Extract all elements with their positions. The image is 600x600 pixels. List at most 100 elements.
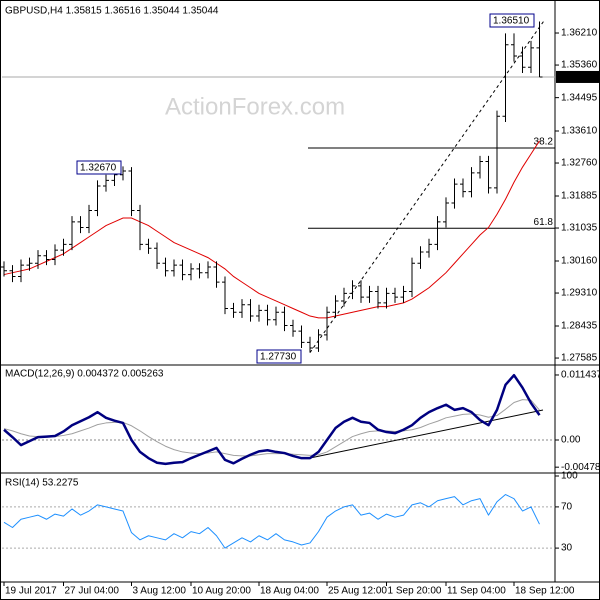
annotation-label: 1.27730 — [260, 352, 297, 363]
ohlc-bar — [290, 319, 296, 337]
ohlc-bar — [434, 216, 441, 251]
watermark: ActionForex.com — [165, 93, 345, 120]
y-tick-label: 1.30160 — [561, 256, 598, 267]
ohlc-bar — [103, 174, 109, 192]
ohlc-bar — [145, 238, 152, 254]
ohlc-bar — [502, 33, 509, 122]
ohlc-bar — [273, 306, 279, 326]
x-tick-label: 3 Aug 12:00 — [133, 586, 187, 597]
ohlc-bar — [426, 238, 432, 258]
ohlc-bar — [460, 178, 466, 198]
y-tick-label: 1.28435 — [561, 321, 598, 332]
ohlc-bar — [188, 263, 194, 281]
panel-title: MACD(12,26,9) 0.004372 0.005263 — [5, 369, 164, 380]
x-tick-label: 18 Aug 04:00 — [260, 586, 319, 597]
panel-title: RSI(14) 53.2275 — [5, 478, 79, 489]
ohlc-bar — [222, 276, 228, 315]
y-tick-label: -0.004782 — [561, 462, 600, 473]
series-line — [3, 494, 540, 549]
ohlc-bar — [86, 204, 92, 234]
y-tick-label: 1.32760 — [561, 158, 598, 169]
ohlc-bar — [409, 257, 415, 298]
y-tick-label: 1.36210 — [561, 28, 598, 39]
ohlc-bar — [477, 155, 483, 179]
current-price-box — [556, 70, 600, 83]
y-tick-label: 70 — [561, 502, 573, 513]
ohlc-bar — [52, 244, 58, 266]
ohlc-bar — [120, 166, 126, 181]
ohlc-bar — [264, 304, 271, 326]
x-tick-label: 18 Sep 12:00 — [515, 586, 575, 597]
ohlc-bar — [511, 33, 517, 62]
y-tick-label: 100 — [561, 471, 578, 482]
x-tick-label: 27 Jul 04:00 — [65, 586, 120, 597]
ohlc-bar — [485, 155, 492, 194]
ohlc-bar — [247, 299, 254, 322]
ohlc-bar — [536, 21, 543, 78]
current-price-label: 1.35044 — [559, 72, 596, 83]
macd-trendline — [309, 409, 544, 459]
y-tick-label: 1.33610 — [561, 126, 598, 137]
series-line — [3, 399, 540, 457]
ohlc-bar — [43, 250, 50, 266]
annotation-box — [489, 13, 535, 28]
annotation-label: 1.32670 — [80, 163, 117, 174]
annotation-box — [256, 349, 302, 364]
y-tick-label: 1.31035 — [561, 223, 598, 234]
series-line — [3, 373, 541, 466]
ohlc-bar — [324, 306, 330, 341]
ohlc-bar — [400, 285, 407, 303]
y-tick-label: 30 — [561, 543, 573, 554]
annotation-box — [76, 160, 122, 175]
trendline — [309, 21, 544, 353]
ohlc-bar — [26, 257, 33, 271]
ohlc-bar — [137, 204, 143, 251]
ohlc-bar — [1, 261, 7, 277]
ohlc-bar — [519, 46, 526, 73]
y-tick-label: 1.35360 — [561, 60, 598, 71]
ohlc-bar — [468, 167, 475, 198]
fib-label: 61.8 — [534, 217, 554, 228]
ohlc-bar — [94, 180, 101, 217]
ohlc-bar — [281, 306, 288, 332]
ohlc-bar — [35, 250, 41, 269]
ohlc-bar — [528, 40, 534, 73]
y-tick-label: 0.011437 — [561, 370, 600, 381]
ohlc-bar — [366, 285, 373, 303]
ohlc-bar — [154, 242, 160, 269]
ohlc-bar — [60, 238, 67, 256]
ohlc-bar — [417, 246, 424, 269]
ohlc-bar — [494, 110, 500, 194]
x-tick-label: 1 Sep 20:00 — [388, 586, 442, 597]
ohlc-bar — [230, 302, 237, 318]
y-tick-label: 1.34495 — [561, 92, 598, 103]
ohlc-bar — [239, 299, 245, 318]
y-tick-label: 0.00 — [561, 435, 581, 446]
ohlc-bar — [375, 285, 381, 309]
moving-average — [3, 140, 540, 319]
x-tick-label: 19 Jul 2017 — [5, 586, 57, 597]
ohlc-bar — [162, 257, 169, 277]
y-tick-label: 1.29310 — [561, 288, 598, 299]
ohlc-bar — [349, 280, 356, 300]
ohlc-bar — [9, 265, 16, 283]
ohlc-bar — [179, 259, 186, 281]
annotation-label: 1.36510 — [493, 16, 530, 27]
x-tick-label: 11 Sep 04:00 — [447, 586, 506, 597]
ohlc-bar — [298, 325, 305, 349]
fib-label: 38.2 — [534, 137, 554, 148]
ohlc-bar — [451, 178, 458, 209]
ohlc-bar — [341, 287, 347, 307]
ohlc-bar — [332, 295, 339, 318]
panel-title: GBPUSD,H4 1.35815 1.36516 1.35044 1.3504… — [5, 6, 219, 17]
y-tick-label: 1.27585 — [561, 353, 598, 364]
ohlc-bar — [171, 259, 177, 277]
ohlc-bar — [18, 259, 24, 283]
ohlc-bar — [315, 329, 322, 352]
ohlc-bar — [358, 280, 364, 303]
ohlc-bar — [196, 263, 203, 279]
x-tick-label: 25 Aug 12:00 — [328, 586, 387, 597]
ohlc-bar — [69, 216, 75, 251]
ohlc-bar — [383, 287, 390, 309]
